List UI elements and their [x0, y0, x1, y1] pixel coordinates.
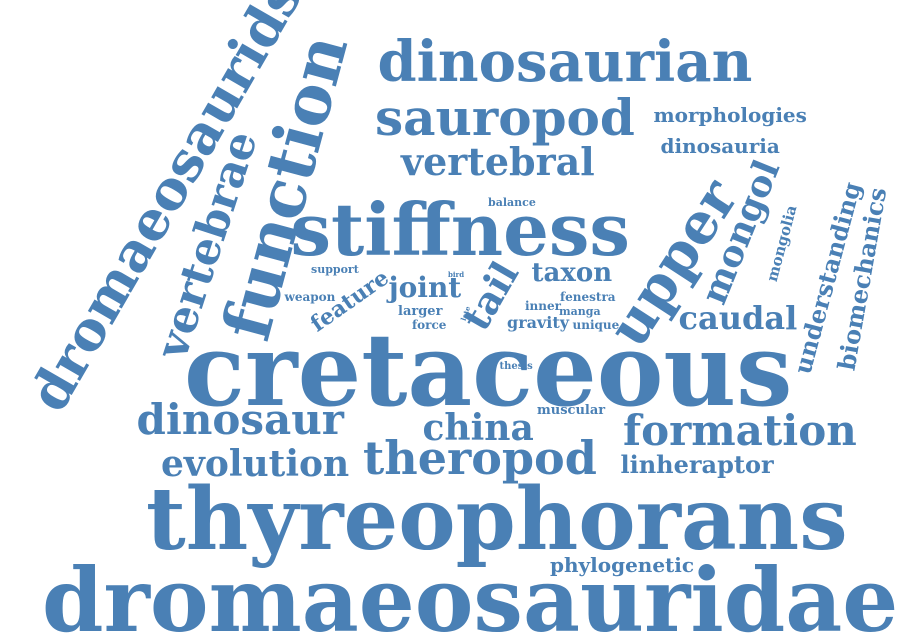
word-dinosaurian: dinosaurian [377, 29, 753, 95]
word-muscular: muscular [537, 402, 606, 418]
word-caudal: caudal [678, 299, 798, 337]
word-bird: bird [448, 269, 465, 279]
word-balance: balance [488, 195, 536, 209]
word-thyreophorans: thyreophorans [146, 469, 848, 570]
word-vertebral: vertebral [401, 139, 595, 184]
word-dromaeosauridae: dromaeosauridae [42, 548, 899, 636]
word-thesis: thesis [499, 361, 533, 372]
word-manga: manga [559, 304, 601, 318]
word-dinosauria: dinosauria [660, 134, 780, 158]
word-dinosaur: dinosaur [136, 395, 344, 444]
word-gravity: gravity [507, 313, 570, 332]
word-evolution: evolution [161, 443, 350, 485]
word-inner: inner [525, 299, 561, 313]
word-morphologies: morphologies [653, 103, 807, 127]
word-support: support [311, 262, 359, 276]
word-unique: unique [572, 318, 620, 332]
word-taxon: taxon [531, 258, 613, 288]
word-phylogenetic: phylogenetic [550, 553, 695, 577]
word-stiffness: stiffness [290, 187, 630, 272]
word-weapon: weapon [284, 290, 336, 304]
word-force: force [412, 318, 447, 332]
word-cretaceous: cretaceous [184, 311, 793, 429]
word-formation: formation [623, 406, 857, 455]
word-joint: joint [388, 271, 462, 304]
word-sauropod: sauropod [375, 88, 635, 147]
word-larger: larger [398, 303, 443, 319]
word-china: china [422, 407, 534, 449]
word-linheraptor: linheraptor [620, 450, 774, 479]
word-theropod: theropod [363, 431, 597, 485]
word-fenestra: fenestra [560, 290, 616, 304]
